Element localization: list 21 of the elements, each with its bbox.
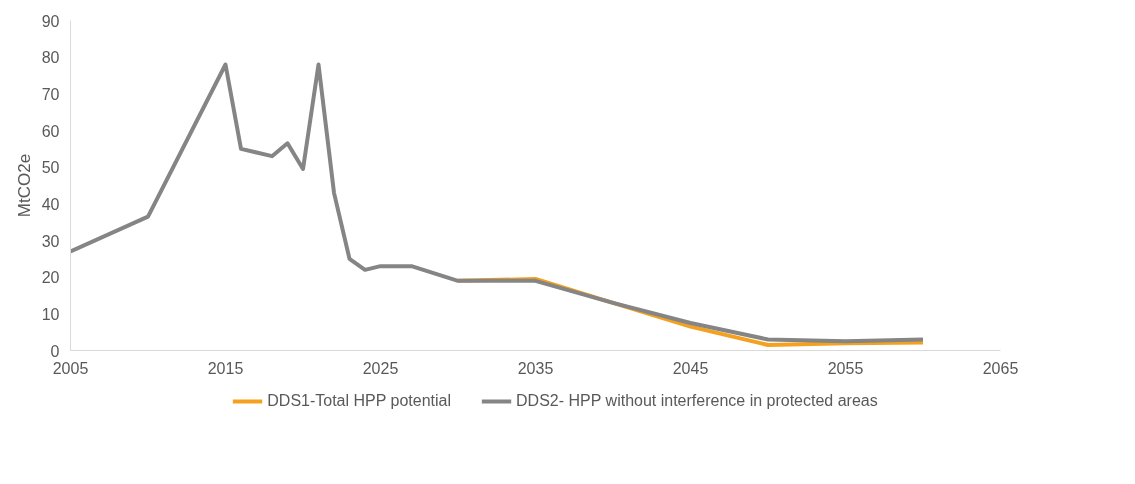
y-tick-label: 10 [41, 305, 60, 323]
legend-label: DDS1-Total HPP potential [267, 392, 452, 410]
y-tick-label: 50 [41, 159, 60, 177]
y-axis-title: MtCO2e [14, 153, 34, 218]
x-tick-label: 2015 [207, 359, 244, 377]
x-tick-label: 2025 [362, 359, 399, 377]
y-tick-label: 20 [41, 269, 60, 287]
y-tick-label: 30 [41, 232, 60, 250]
x-tick-label: 2055 [827, 359, 864, 377]
line-series [70, 62, 925, 344]
y-tick-label: 40 [41, 195, 60, 213]
legend-label: DDS2- HPP without interference in protected areas [516, 392, 878, 410]
y-tick-label: 80 [41, 49, 60, 67]
x-tick-label: 2005 [52, 359, 89, 377]
y-tick-label: 0 [50, 342, 60, 360]
y-tick-label: 60 [41, 122, 60, 140]
x-tick-label: 2035 [517, 359, 554, 377]
x-tick-label: 2065 [982, 359, 1019, 377]
y-tick-label: 70 [41, 85, 60, 103]
x-tick-label: 2045 [672, 359, 709, 377]
y-tick-label: 90 [41, 12, 60, 30]
